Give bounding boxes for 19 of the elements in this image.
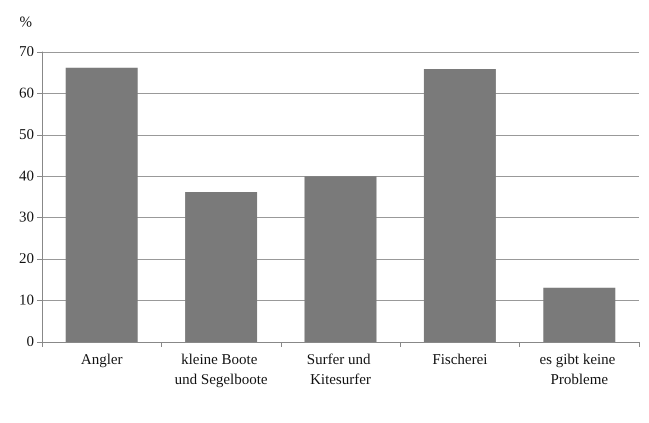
y-tick-label: 30 [19, 210, 34, 226]
y-tick-label: 60 [19, 85, 34, 102]
x-tick-label: Angler [80, 352, 123, 368]
x-tick-label: es gibt keine Probleme [540, 352, 620, 388]
bar [304, 176, 376, 342]
y-tick-label: 40 [19, 168, 34, 184]
y-tick-label: 0 [26, 334, 34, 350]
x-tick-label: Surfer und Kitesurfer [306, 352, 374, 388]
y-tick-label: 50 [19, 126, 34, 143]
y-axis-title: % [20, 14, 32, 30]
y-tick-label: 10 [19, 292, 34, 309]
y-tick-label: 70 [19, 44, 34, 60]
bar [185, 192, 258, 342]
bar [66, 68, 138, 342]
x-tick-label: Fischerei [432, 352, 488, 368]
bar [543, 288, 616, 342]
y-tick-label: 20 [19, 251, 34, 268]
bar [424, 68, 496, 342]
x-tick-label: kleine Boote und Segelboote [174, 352, 268, 388]
